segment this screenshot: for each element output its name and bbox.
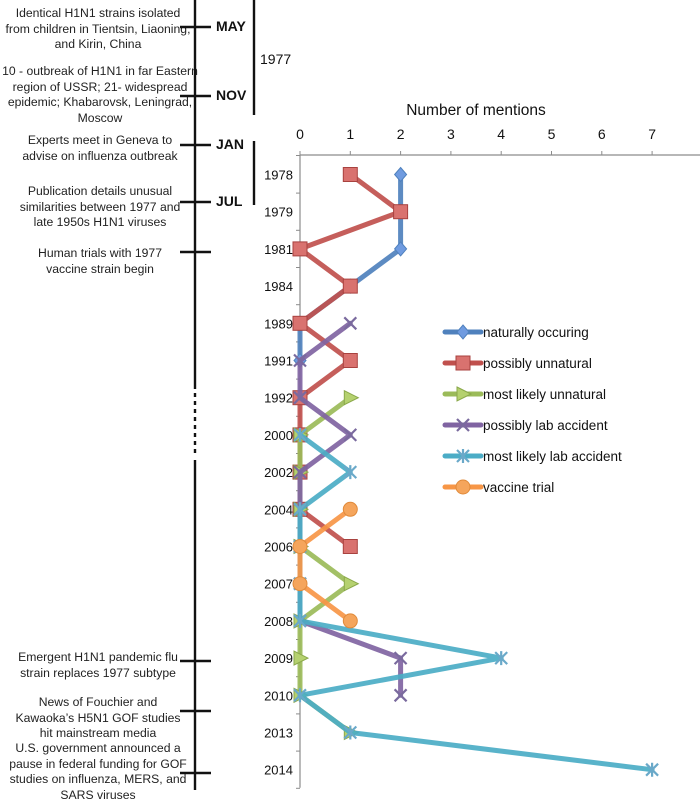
timeline-event: Experts meet in Geneva to advise on infl… [22, 133, 178, 163]
x-tick-label: 0 [296, 126, 304, 142]
legend-marker [456, 386, 473, 402]
legend-marker [455, 355, 471, 371]
data-point [293, 502, 307, 517]
data-point [293, 465, 307, 479]
data-point [342, 501, 358, 517]
data-point [293, 650, 310, 666]
series-line [297, 395, 353, 735]
legend-marker [455, 479, 471, 495]
data-point [292, 241, 308, 257]
data-point [292, 539, 308, 554]
series-naturally-occuring [293, 166, 408, 369]
data-point [293, 613, 307, 628]
data-point [343, 389, 360, 406]
data-point [343, 575, 360, 592]
x-tick-label: 2 [397, 126, 405, 142]
legend-label: most likely unnatural [483, 387, 606, 402]
y-tick-label: 2006 [264, 540, 293, 555]
y-tick-label: 2009 [264, 651, 293, 666]
data-point [342, 539, 358, 554]
y-tick-label: 2002 [264, 465, 293, 480]
timeline-month-label: NOV [216, 87, 247, 103]
data-point [645, 762, 659, 777]
series-line [297, 432, 655, 773]
timeline-event: 10 - outbreak of H1N1 in far Eastern reg… [2, 64, 198, 125]
data-point [343, 428, 358, 442]
data-point [293, 390, 307, 405]
axes [299, 154, 700, 788]
x-tick-label: 5 [548, 126, 556, 142]
data-point [393, 688, 408, 703]
legend-label: possibly unnatural [483, 356, 592, 371]
timeline-event: News of Fouchier and Kawaoka’s H5N1 GOF … [15, 695, 181, 740]
x-tick-label: 3 [447, 126, 455, 142]
x-axis-ticks: 0 1 2 3 4 5 6 7 [296, 126, 656, 155]
y-tick-label: 1978 [264, 168, 293, 183]
bracket-year-label: 1977 [260, 51, 292, 67]
timeline-month-label: JAN [216, 136, 245, 152]
y-tick-label: 2010 [264, 688, 293, 703]
data-point [494, 651, 508, 666]
series-group [292, 166, 659, 777]
data-point [343, 725, 358, 740]
timeline-event: Human trials with 1977 vaccine strain be… [38, 246, 162, 276]
series-most-likely-lab-accident [293, 427, 659, 777]
y-tick-label: 2014 [264, 763, 293, 778]
timeline-event: Identical H1N1 strains isolated from chi… [5, 6, 191, 51]
timeline-event: Publication details unusual similarities… [19, 184, 181, 229]
y-tick-label: 1984 [264, 279, 293, 294]
legend-marker [456, 418, 470, 432]
legend-label: vaccine trial [483, 480, 554, 495]
data-point [393, 651, 408, 665]
data-point [342, 353, 358, 368]
data-point [342, 613, 358, 629]
timeline-event: Emergent H1N1 pandemic flu strain replac… [18, 650, 178, 680]
data-point [293, 353, 307, 368]
x-tick-label: 4 [497, 126, 505, 142]
x-tick-label: 7 [648, 126, 656, 142]
data-point [393, 241, 408, 257]
data-point [343, 316, 358, 331]
data-point [342, 167, 358, 182]
y-axis-ticks: 1978 1979 1981 1984 1989 1991 1992 2000 2002 2004… [264, 155, 300, 789]
legend-label: most likely lab accident [483, 449, 622, 464]
y-tick-label: 2007 [264, 577, 293, 592]
legend-marker [456, 324, 470, 340]
y-tick-label: 2013 [264, 726, 293, 741]
y-tick-label: 1981 [264, 242, 293, 257]
legend-marker [456, 449, 470, 463]
data-point [393, 204, 409, 220]
y-tick-label: 2004 [264, 502, 293, 517]
timeline-month-label: JUL [216, 193, 243, 209]
x-tick-label: 1 [346, 126, 354, 142]
timeline-event: U.S. government announced a pause in fed… [9, 741, 187, 802]
y-tick-label: 1989 [264, 316, 293, 331]
y-tick-label: 1979 [264, 205, 293, 220]
data-point [343, 465, 358, 480]
series-possibly-unnatural [292, 167, 409, 554]
y-tick-label: 1991 [264, 354, 293, 369]
y-tick-label: 1992 [264, 391, 293, 406]
legend-label: possibly lab accident [483, 418, 608, 433]
data-point [293, 427, 307, 442]
data-point [393, 166, 408, 183]
data-point [292, 576, 308, 592]
series-vaccine-trial [292, 501, 358, 629]
legend: naturally occuring possibly unnatural most… [442, 324, 622, 495]
legend-label: naturally occuring [483, 325, 589, 340]
timeline-month-label: MAY [216, 18, 246, 34]
data-point [293, 688, 307, 703]
data-point [292, 315, 308, 331]
y-tick-label: 2008 [264, 614, 293, 629]
data-point [342, 278, 358, 294]
x-axis-title: Number of mentions [406, 102, 546, 119]
x-tick-label: 6 [598, 126, 606, 142]
series-line [297, 506, 353, 624]
y-tick-label: 2000 [264, 428, 293, 443]
timeline-axis [180, 0, 256, 790]
